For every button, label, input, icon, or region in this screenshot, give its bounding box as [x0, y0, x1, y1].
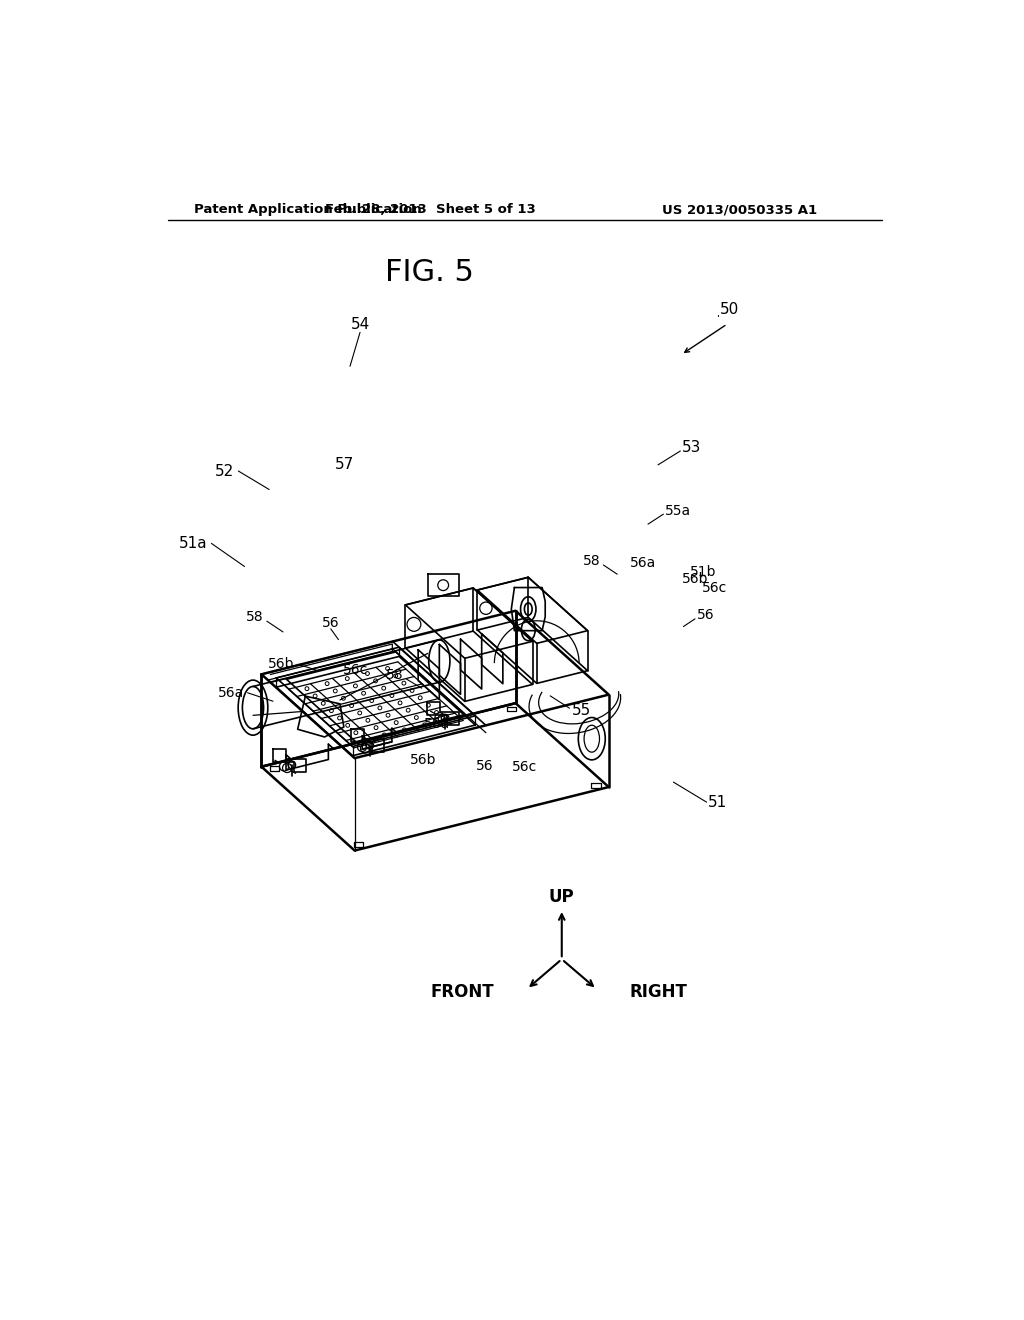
Text: 55: 55	[571, 704, 591, 718]
Text: FRONT: FRONT	[431, 982, 495, 1001]
Text: 56a: 56a	[424, 717, 451, 731]
Text: Patent Application Publication: Patent Application Publication	[195, 203, 422, 216]
Text: 52: 52	[215, 463, 234, 479]
Text: 56b: 56b	[682, 572, 709, 586]
Text: 55a: 55a	[665, 504, 691, 517]
Text: 54: 54	[350, 317, 370, 333]
Text: 56c: 56c	[343, 663, 369, 677]
Text: 56c: 56c	[701, 581, 727, 595]
Text: 56b: 56b	[410, 752, 436, 767]
Text: 56a: 56a	[630, 557, 655, 570]
Text: 58: 58	[385, 668, 403, 682]
Text: RIGHT: RIGHT	[629, 982, 687, 1001]
Text: 53: 53	[682, 441, 701, 455]
Text: 58: 58	[246, 610, 264, 624]
Text: 56a: 56a	[218, 686, 245, 700]
Text: 58: 58	[583, 554, 600, 568]
Text: 57: 57	[335, 457, 354, 473]
Text: 56: 56	[322, 616, 340, 631]
Text: FIG. 5: FIG. 5	[385, 257, 474, 286]
Text: 56: 56	[476, 759, 494, 774]
Text: 56c: 56c	[512, 760, 538, 774]
Text: Feb. 28, 2013  Sheet 5 of 13: Feb. 28, 2013 Sheet 5 of 13	[326, 203, 537, 216]
Text: 56b: 56b	[268, 657, 295, 672]
Text: UP: UP	[549, 888, 574, 906]
Text: 51b: 51b	[689, 565, 716, 579]
Text: 56: 56	[696, 609, 714, 622]
Text: 51a: 51a	[179, 536, 208, 550]
Text: 51: 51	[708, 795, 727, 809]
Text: US 2013/0050335 A1: US 2013/0050335 A1	[662, 203, 817, 216]
Text: 50: 50	[720, 302, 739, 317]
